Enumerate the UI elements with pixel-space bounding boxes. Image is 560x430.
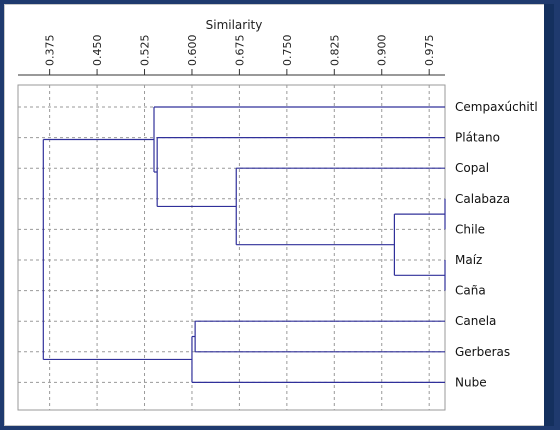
leaf-label-cana: Caña	[455, 284, 486, 298]
x-tick-label: 0.375	[44, 35, 57, 67]
chart-frame	[4, 4, 554, 426]
leaf-label-calabaza: Calabaza	[455, 192, 510, 206]
x-tick-label: 0.900	[376, 35, 389, 67]
x-tick-label: 0.450	[91, 35, 104, 66]
window-edge	[544, 4, 554, 426]
leaf-label-nube: Nube	[455, 375, 487, 389]
leaf-label-copal: Copal	[455, 161, 489, 175]
leaf-label-canela: Canela	[455, 314, 496, 328]
x-axis: 0.375 0.450 0.525 0.600 0.675 0.750 0.825 0.900…	[18, 35, 445, 76]
x-tick-label: 0.675	[233, 35, 246, 67]
leaf-label-chile: Chile	[455, 222, 485, 236]
leaf-label-gerberas: Gerberas	[455, 345, 510, 359]
x-tick-label: 0.525	[139, 35, 152, 67]
plot-border	[17, 84, 446, 411]
x-axis-title: Similarity	[206, 18, 263, 32]
x-tick-label: 0.600	[186, 35, 199, 67]
grid	[17, 84, 446, 411]
leaf-label-maiz: Maíz	[455, 253, 482, 267]
leaf-labels: Cempaxúchitl Plátano Copal Calabaza Chile Maí…	[455, 100, 538, 389]
x-tick-label: 0.825	[328, 35, 341, 67]
x-tick-label: 0.750	[281, 35, 294, 67]
leaf-label-cempaxuchitl: Cempaxúchitl	[455, 100, 538, 114]
x-tick-label: 0.975	[423, 35, 436, 67]
leaf-label-platano: Plátano	[455, 131, 500, 145]
tree-lines	[42, 106, 446, 383]
